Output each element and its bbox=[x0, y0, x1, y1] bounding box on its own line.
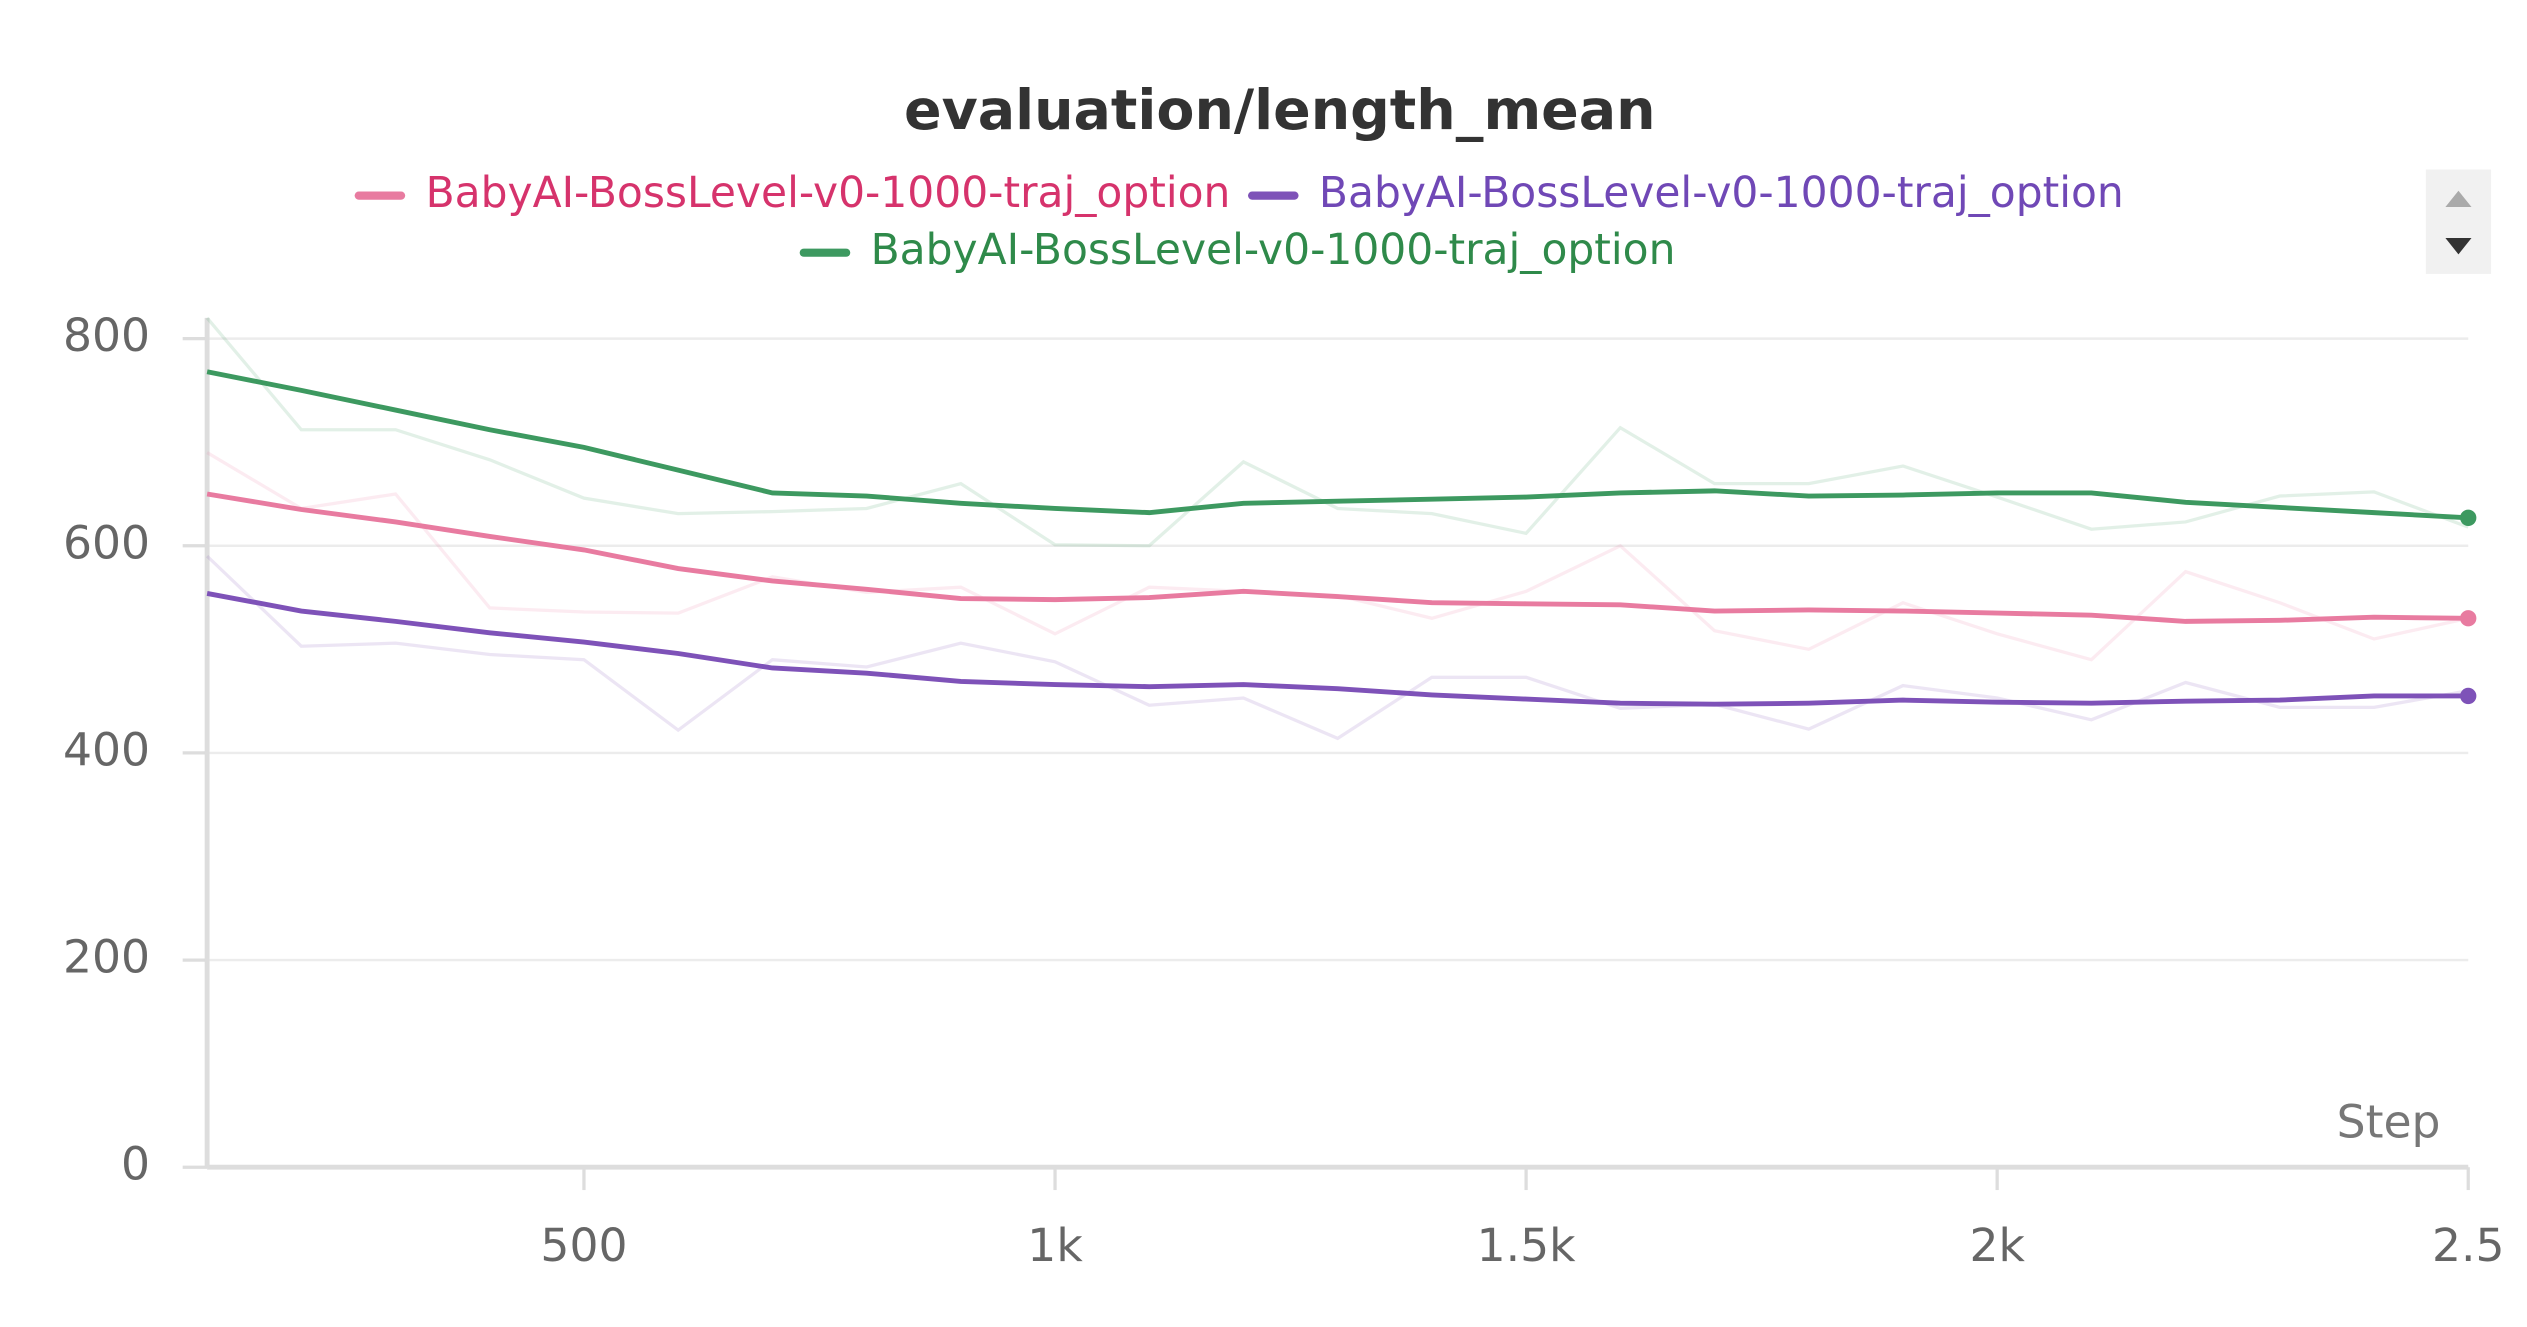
end-point bbox=[2460, 610, 2477, 627]
y-tick-label: 400 bbox=[63, 723, 150, 776]
scroll-box bbox=[2425, 169, 2492, 274]
y-tick-label: 600 bbox=[63, 516, 150, 569]
raw-line bbox=[205, 554, 2469, 741]
legend-label: BabyAI-BossLevel-v0-1000-traj_option bbox=[426, 168, 1231, 217]
x-tick-label: 2.5 bbox=[2432, 1219, 2505, 1272]
scroll-up[interactable] bbox=[2445, 190, 2472, 208]
end-point bbox=[2460, 509, 2477, 526]
y-tick-label: 0 bbox=[121, 1138, 150, 1191]
legend-label: BabyAI-BossLevel-v0-1000-traj_option bbox=[1319, 168, 2124, 217]
x-tick-label: 1k bbox=[1027, 1219, 1083, 1272]
x-tick-label: 500 bbox=[540, 1219, 627, 1272]
x-tick-label: 2k bbox=[1969, 1219, 2025, 1272]
x-tick-label: 1.5k bbox=[1477, 1219, 1577, 1272]
series-line bbox=[206, 491, 2469, 624]
legend-item[interactable]: BabyAI-BossLevel-v0-1000-traj_option bbox=[1248, 168, 2124, 217]
end-point bbox=[2460, 687, 2477, 705]
legend-scroller[interactable] bbox=[2425, 169, 2492, 274]
legend-item[interactable]: BabyAI-BossLevel-v0-1000-traj_option bbox=[354, 168, 1231, 217]
y-tick-label: 200 bbox=[63, 931, 150, 984]
series-line bbox=[206, 591, 2469, 707]
legend-item[interactable]: BabyAI-BossLevel-v0-1000-traj_option bbox=[799, 225, 1676, 274]
series-line bbox=[206, 369, 2469, 521]
raw-line bbox=[205, 316, 2469, 548]
legend-label: BabyAI-BossLevel-v0-1000-traj_option bbox=[871, 225, 1676, 274]
x-axis-label: Step bbox=[2337, 1095, 2441, 1148]
chart-title: evaluation/length_mean bbox=[904, 79, 1656, 143]
y-tick-label: 800 bbox=[63, 309, 150, 362]
scroll-down[interactable] bbox=[2445, 238, 2472, 255]
